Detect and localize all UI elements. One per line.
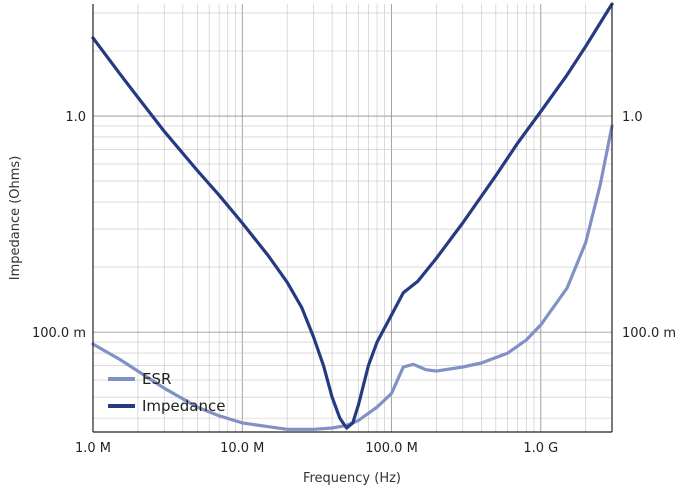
x-tick-label: 10.0 M [220,441,264,456]
y-tick-label-left: 100.0 m [32,326,86,341]
y-axis-title: Impedance (Ohms) [8,156,23,281]
y-tick-label-right: 100.0 m [622,326,676,341]
legend-label-esr: ESR [142,370,171,388]
y-tick-label-left: 1.0 [65,110,86,125]
legend-label-impedance: Impedance [142,397,225,415]
legend: ESR Impedance [108,370,225,415]
x-tick-label: 1.0 M [75,441,111,456]
series-impedance-line [91,2,614,430]
grid [92,4,613,432]
y-tick-label-right: 1.0 [622,110,643,125]
axes [92,4,613,433]
tick-labels: 1.0 M 10.0 M 100.0 M 1.0 G 100.0 m 100.0 m 1.0… [32,110,676,456]
x-axis-title: Frequency (Hz) [303,471,401,486]
x-tick-label: 100.0 M [365,441,418,456]
series-esr-line [91,124,614,431]
series-layer [91,2,614,431]
x-tick-label: 1.0 G [523,441,558,456]
